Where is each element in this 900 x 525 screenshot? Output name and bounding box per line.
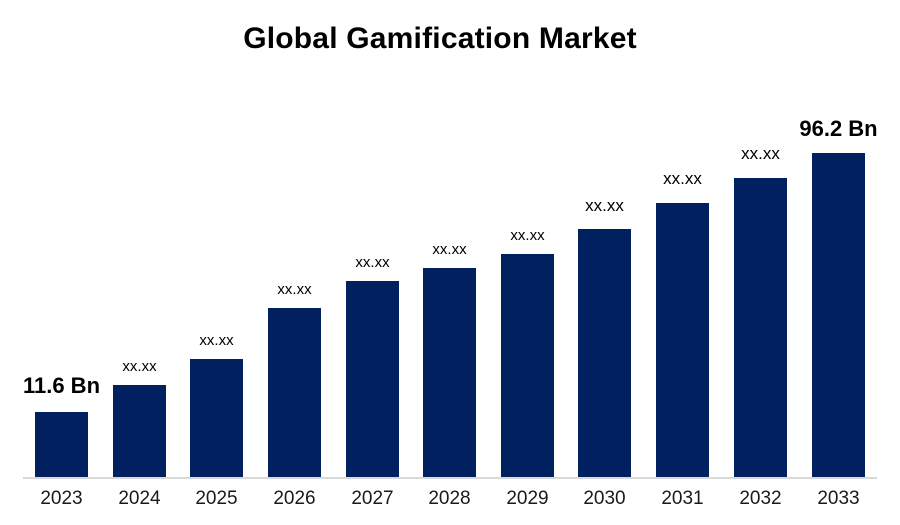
bar-2033	[812, 153, 865, 477]
bar-2027	[346, 281, 399, 477]
bar-2031	[656, 203, 709, 477]
x-axis-label-2028: 2028	[428, 488, 471, 509]
bar-2030	[578, 229, 631, 477]
bar-2032	[734, 178, 787, 477]
chart-title: Global Gamification Market	[243, 22, 637, 55]
x-axis-label-2029: 2029	[506, 488, 549, 509]
bar-value-label-2026: xx.xx	[277, 281, 312, 298]
x-axis-line	[23, 477, 877, 479]
bar-value-label-2024: xx.xx	[122, 358, 157, 375]
bar-2023	[35, 412, 88, 477]
x-axis-label-2025: 2025	[195, 488, 238, 509]
bar-2024	[113, 385, 166, 477]
bar-value-label-2028: xx.xx	[432, 241, 467, 258]
bar-value-label-2023: 11.6 Bn	[22, 373, 101, 398]
bar-2028	[423, 268, 476, 477]
bar-value-label-2030: xx.xx	[585, 196, 624, 215]
x-axis-label-2032: 2032	[739, 488, 782, 509]
bar-value-label-2031: xx.xx	[663, 169, 702, 188]
bar-value-label-2029: xx.xx	[510, 227, 545, 244]
x-axis-label-2033: 2033	[817, 488, 860, 509]
x-axis-label-2031: 2031	[661, 488, 704, 509]
bar-value-label-2027: xx.xx	[355, 254, 390, 271]
bar-2026	[268, 308, 321, 477]
x-axis-label-2027: 2027	[351, 488, 394, 509]
bar-value-label-2025: xx.xx	[199, 332, 234, 349]
x-axis-label-2024: 2024	[118, 488, 161, 509]
x-axis-label-2026: 2026	[273, 488, 316, 509]
bar-2025	[190, 359, 243, 477]
x-axis-label-2023: 2023	[40, 488, 83, 509]
bar-value-label-2033: 96.2 Bn	[799, 116, 878, 141]
x-axis-label-2030: 2030	[583, 488, 626, 509]
bar-2029	[501, 254, 554, 477]
bar-value-label-2032: xx.xx	[741, 144, 780, 163]
